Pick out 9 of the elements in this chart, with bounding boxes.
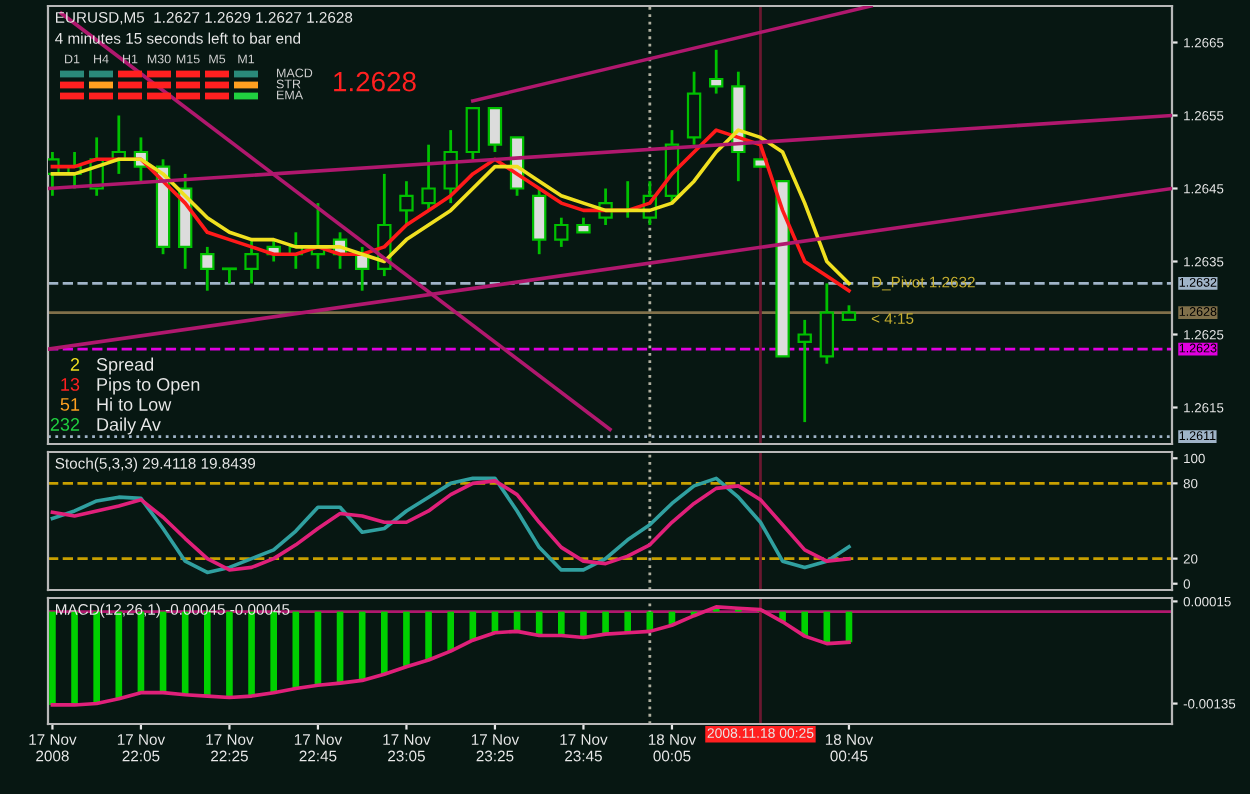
annotation: 51 xyxy=(60,398,80,411)
annotation: 232 xyxy=(50,418,80,431)
annotation: Hi to Low xyxy=(97,397,172,411)
annotation: 13 xyxy=(61,378,80,391)
annotation: Daily Av xyxy=(97,417,161,435)
annotation: 2 xyxy=(70,358,80,371)
annotation: 1.2628 xyxy=(334,71,416,92)
annotation: Spread xyxy=(96,357,154,375)
annotation: Pips to Open xyxy=(97,377,200,395)
